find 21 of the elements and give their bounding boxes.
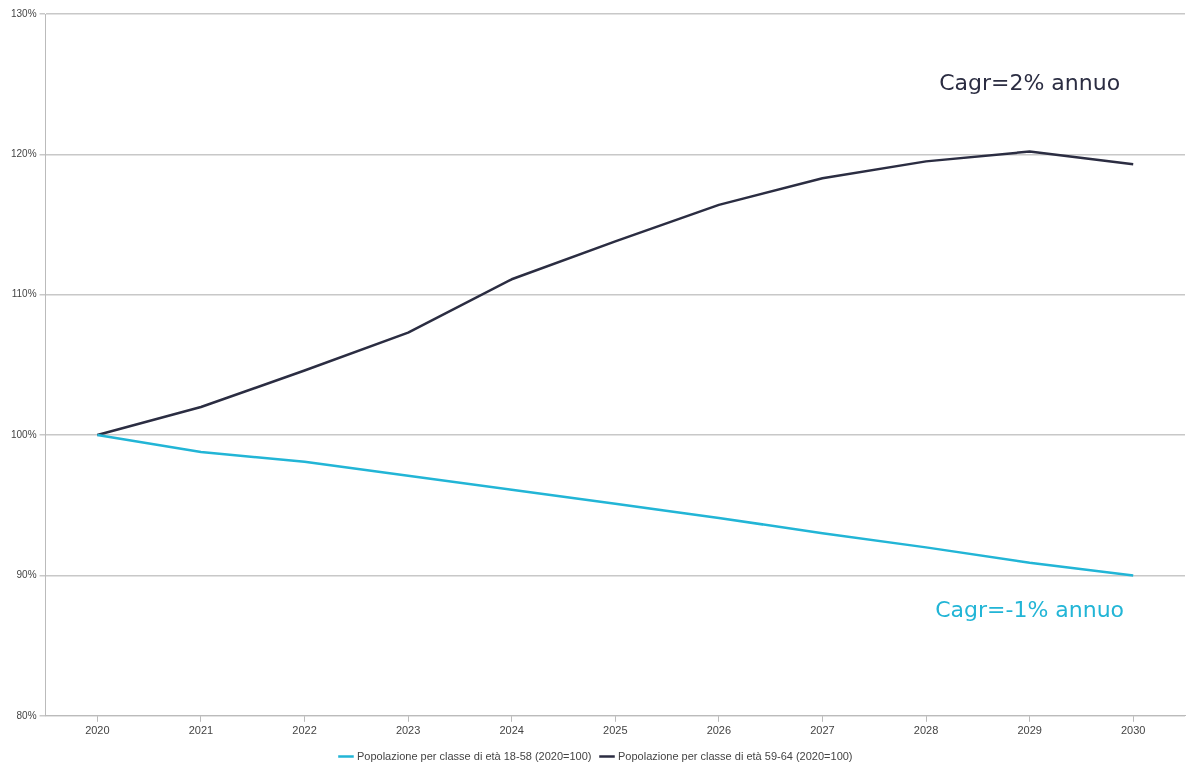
legend-label: Popolazione per classe di età 18-58 (2020=100) xyxy=(356,749,592,762)
y-tick-label: 130% xyxy=(11,7,37,19)
x-tick-label: 2028 xyxy=(913,724,939,737)
x-tick-label: 2022 xyxy=(292,724,317,737)
y-tick-label: 100% xyxy=(11,428,37,440)
x-tick-label: 2027 xyxy=(810,724,835,737)
x-tick-label: 2025 xyxy=(603,724,628,737)
annotation: Cagr=-1% annuo xyxy=(935,597,1125,623)
legend-label: Popolazione per classe di età 59-64 (2020=100) xyxy=(618,749,853,762)
x-tick-label: 2026 xyxy=(706,724,732,737)
x-tick-label: 2029 xyxy=(1017,724,1042,737)
x-tick-label: 2030 xyxy=(1120,724,1146,737)
y-tick-label: 90% xyxy=(16,569,37,581)
y-tick-label: 110% xyxy=(11,288,37,300)
x-tick-label: 2020 xyxy=(85,724,110,737)
x-tick-label: 2024 xyxy=(499,724,524,737)
y-tick-label: 80% xyxy=(16,709,37,721)
x-tick-label: 2023 xyxy=(395,724,421,737)
annotation: Cagr=2% annuo xyxy=(939,69,1121,95)
y-tick-label: 120% xyxy=(11,148,37,160)
x-tick-label: 2021 xyxy=(188,724,214,737)
